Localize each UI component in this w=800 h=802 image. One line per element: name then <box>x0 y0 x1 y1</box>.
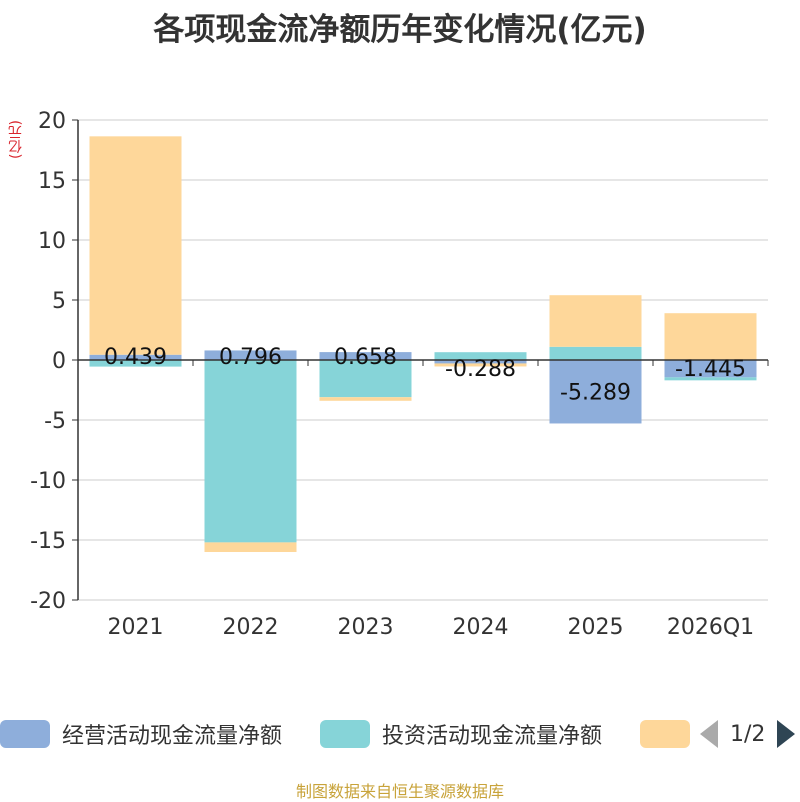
chart-canvas: 20 15 10 5 0 -5 -10 -15 -20 0.439 0.796 0.658 -0.288… <box>30 109 769 640</box>
bar-operating-2025 <box>549 360 642 424</box>
legend-page-indicator: 1/2 <box>730 721 766 747</box>
data-label: 0.658 <box>334 345 397 370</box>
bar-operating-2024 <box>434 360 527 364</box>
y-tick-label: 15 <box>38 169 66 194</box>
x-tick-label: 2022 <box>223 615 279 640</box>
y-tick-label: -5 <box>44 409 66 434</box>
legend-swatch <box>640 720 690 748</box>
y-tick-label: -20 <box>30 589 66 614</box>
legend-label: 经营活动现金流量净额 <box>62 724 283 749</box>
bar-financing-2025 <box>549 295 642 347</box>
y-tick-label: 10 <box>38 229 66 254</box>
legend-item-financing[interactable] <box>640 714 702 754</box>
data-label: 0.796 <box>219 345 282 370</box>
legend-swatch <box>320 720 370 748</box>
bar-operating-2023 <box>319 352 412 360</box>
legend-next-page-icon[interactable] <box>777 720 796 748</box>
bar-financing-2024 <box>434 363 527 367</box>
data-label: -0.288 <box>445 357 516 382</box>
chart-title: 各项现金流净额历年变化情况(亿元) <box>153 12 647 48</box>
x-tick-label: 2023 <box>338 615 394 640</box>
x-tick-label: 2024 <box>453 615 509 640</box>
legend-prev-page-icon[interactable] <box>700 720 718 748</box>
bar-operating-2021 <box>89 354 182 360</box>
bar-operating-2026Q1 <box>664 360 757 378</box>
bar-investing-2021 <box>89 360 182 367</box>
x-tick-label: 2021 <box>108 615 164 640</box>
bar-investing-2026Q1 <box>664 377 757 381</box>
y-tick-label: 20 <box>38 109 66 134</box>
y-tick-label: 0 <box>52 349 66 374</box>
bar-financing-2021 <box>89 136 182 355</box>
y-tick-label: -10 <box>30 469 66 494</box>
legend-swatch <box>0 720 50 748</box>
data-label: -5.289 <box>560 381 631 406</box>
bar-investing-2024 <box>434 352 527 360</box>
legend: 经营活动现金流量净额 投资活动现金流量净额 1/2 <box>0 714 800 754</box>
bar-financing-2023 <box>319 397 412 401</box>
data-source-note: 制图数据来自恒生聚源数据库 <box>295 782 504 801</box>
bar-investing-2022 <box>204 360 297 543</box>
x-tick-label: 2025 <box>568 615 624 640</box>
y-tick-label: -15 <box>30 529 66 554</box>
legend-pager: 1/2 <box>700 714 796 754</box>
bar-investing-2023 <box>319 360 412 398</box>
x-tick-label: 2026Q1 <box>667 615 754 640</box>
bar-financing-2022 <box>204 542 297 552</box>
legend-item-operating[interactable]: 经营活动现金流量净额 <box>0 714 282 754</box>
bar-investing-2025 <box>549 346 642 360</box>
legend-label: 投资活动现金流量净额 <box>382 724 603 749</box>
data-label: 0.439 <box>104 345 167 370</box>
legend-item-investing[interactable]: 投资活动现金流量净额 <box>320 714 602 754</box>
data-label: -1.445 <box>675 357 746 382</box>
y-tick-label: 5 <box>52 289 66 314</box>
bar-operating-2022 <box>204 350 297 360</box>
bar-financing-2026Q1 <box>664 313 757 360</box>
